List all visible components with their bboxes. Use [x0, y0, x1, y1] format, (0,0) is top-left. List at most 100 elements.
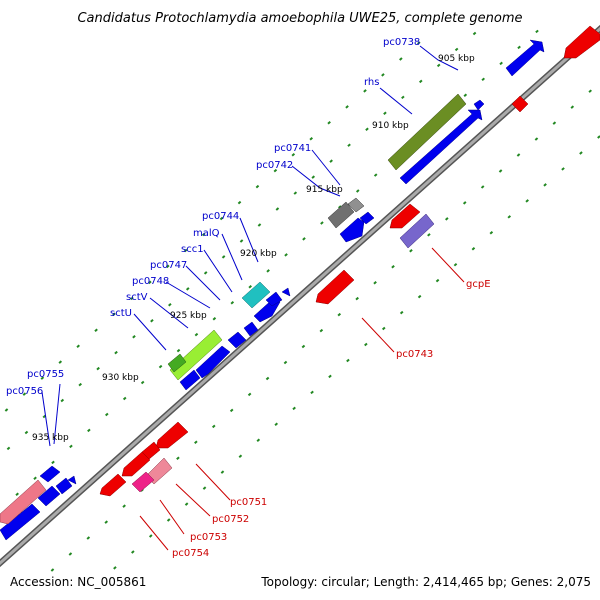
- guide-dash: [373, 173, 378, 177]
- guide-dash: [185, 287, 190, 291]
- guide-dash: [247, 392, 252, 397]
- guide-dash: [211, 424, 216, 429]
- guide-dash: [132, 334, 136, 339]
- gene-small-1[interactable]: [473, 99, 485, 111]
- guide-dash: [202, 486, 207, 490]
- guide-dash: [345, 105, 349, 109]
- feature-magenta[interactable]: [131, 471, 155, 493]
- gene-sctV[interactable]: [195, 345, 231, 379]
- guide-dash: [293, 191, 298, 195]
- gene-label[interactable]: pc0753: [190, 532, 227, 543]
- guide-dash: [561, 167, 565, 171]
- gene-label[interactable]: gcpE: [466, 279, 491, 290]
- feature-bars: [0, 93, 467, 525]
- guide-dash: [166, 518, 171, 522]
- gene-label[interactable]: scc1: [181, 244, 204, 255]
- gene-label[interactable]: pc0738: [383, 37, 420, 48]
- feature-grey-1[interactable]: [327, 201, 355, 229]
- feature-lime-dark[interactable]: [167, 353, 187, 373]
- guide-dash: [381, 326, 386, 331]
- guide-dash: [311, 175, 316, 179]
- guide-dash: [418, 79, 423, 84]
- gene-label[interactable]: rhs: [364, 77, 379, 88]
- guide-dash: [168, 303, 172, 307]
- guide-dash: [498, 169, 503, 173]
- gene-label[interactable]: pc0755: [27, 369, 64, 380]
- gene-pc0753[interactable]: [121, 451, 151, 477]
- gene-pc0743[interactable]: [315, 269, 355, 305]
- gene-pc0754[interactable]: [99, 473, 127, 497]
- gene-pc0748[interactable]: [243, 321, 259, 337]
- guide-dash: [291, 152, 296, 157]
- guide-dash: [481, 77, 486, 82]
- gene-label[interactable]: sctV: [126, 292, 148, 303]
- gene-label[interactable]: pc0747: [150, 260, 187, 271]
- guide-dash: [76, 344, 80, 348]
- reverse-gene-labels: gcpE pc0743 pc0751 pc0752 pc0753 pc0754: [172, 279, 491, 559]
- guide-dash: [383, 111, 387, 116]
- gene-label[interactable]: pc0752: [212, 514, 249, 525]
- gene-block-a[interactable]: [37, 485, 61, 507]
- gene-label[interactable]: pc0742: [256, 160, 293, 171]
- gene-pc0755[interactable]: [39, 465, 61, 483]
- gene-pc0756[interactable]: [0, 503, 41, 541]
- guide-dash: [239, 239, 244, 243]
- gene-top-right[interactable]: [563, 25, 600, 59]
- guide-dash: [248, 285, 252, 289]
- guide-dash: [292, 406, 296, 411]
- gene-label[interactable]: pc0751: [230, 497, 267, 508]
- forward-gene-labels: pc0738 rhs pc0741 pc0742 pc0744 malQ scc…: [6, 37, 420, 397]
- gene-pc0738[interactable]: [505, 39, 545, 77]
- feature-grey-2[interactable]: [347, 197, 365, 213]
- guide-dash: [33, 476, 37, 481]
- guide-dash: [238, 454, 243, 458]
- gene-label[interactable]: pc0756: [6, 386, 43, 397]
- gene-block-b[interactable]: [55, 477, 73, 495]
- guide-dash: [427, 233, 431, 237]
- tick-label: 905 kbp: [438, 54, 475, 64]
- tick-label: 920 kbp: [240, 249, 277, 259]
- gene-block-c[interactable]: [67, 475, 77, 485]
- feature-rhs[interactable]: [387, 93, 467, 171]
- gene-label[interactable]: pc0744: [202, 211, 239, 222]
- guide-dash: [462, 201, 467, 205]
- gene-label[interactable]: sctU: [110, 308, 132, 319]
- gene-scc1[interactable]: [281, 287, 291, 297]
- tick-labels: 905 kbp 910 kbp 915 kbp 920 kbp 925 kbp …: [32, 54, 475, 443]
- guide-dash: [273, 168, 278, 173]
- guide-dash: [15, 492, 19, 496]
- guide-dash: [401, 95, 405, 100]
- gene-label[interactable]: pc0754: [172, 548, 209, 559]
- guide-dash: [517, 45, 521, 50]
- gene-pc0741b[interactable]: [359, 211, 375, 225]
- feature-cyan[interactable]: [241, 281, 271, 309]
- gene-label[interactable]: pc0743: [396, 349, 433, 360]
- gene-pc0744[interactable]: [265, 291, 283, 307]
- gene-rhs-blue[interactable]: [399, 109, 483, 185]
- genome-summary-text: Topology: circular; Length: 2,414,465 bp…: [260, 575, 591, 589]
- guide-dash: [480, 185, 485, 189]
- gene-pc0751[interactable]: [155, 421, 189, 449]
- gene-gcpE-red[interactable]: [389, 203, 421, 229]
- gene-sctU[interactable]: [179, 369, 201, 391]
- guide-dash: [435, 278, 440, 283]
- feature-lime[interactable]: [169, 329, 223, 381]
- guide-dash: [230, 300, 235, 305]
- genome-backbone: [0, 24, 600, 568]
- tick-label: 930 kbp: [102, 373, 139, 383]
- gene-label[interactable]: pc0741: [274, 143, 311, 154]
- guide-dash: [150, 318, 154, 323]
- guide-dash: [176, 348, 181, 353]
- guide-dash: [570, 105, 575, 109]
- guide-dash: [463, 93, 468, 98]
- gene-pc0747[interactable]: [227, 331, 247, 349]
- gene-pc0742[interactable]: [339, 217, 365, 243]
- guide-dash: [275, 207, 280, 211]
- guide-dash: [257, 223, 262, 227]
- feature-purple[interactable]: [399, 213, 435, 249]
- gene-label[interactable]: malQ: [193, 228, 220, 239]
- guide-dash: [87, 428, 91, 433]
- gene-label[interactable]: pc0748: [132, 276, 169, 287]
- gene-red-small[interactable]: [511, 95, 529, 113]
- feature-pink[interactable]: [0, 479, 47, 525]
